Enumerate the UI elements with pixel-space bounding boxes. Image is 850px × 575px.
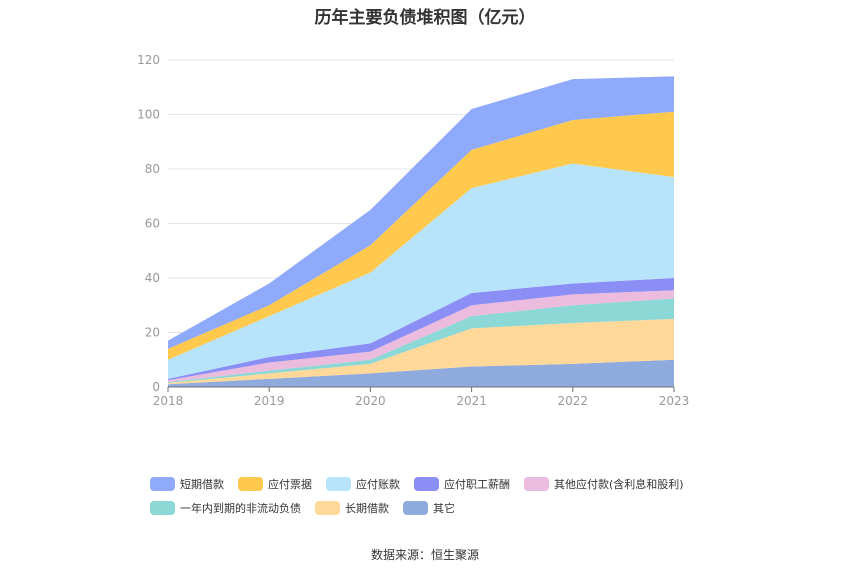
y-tick-label: 20 [145, 326, 160, 340]
legend-swatch [315, 501, 340, 515]
legend-item[interactable]: 应付账款 [326, 476, 400, 492]
area-series-应付票据 [168, 111, 674, 360]
legend-swatch [150, 501, 175, 515]
data-source-note: 数据来源：恒生聚源 [370, 548, 479, 562]
legend-item[interactable]: 其他应付款(含利息和股利) [524, 476, 684, 492]
y-tick-label: 40 [145, 271, 160, 285]
y-tick-label: 120 [137, 53, 160, 67]
legend-row: 短期借款 应付票据 应付账款 应付职工薪酬 其他应付款(含利息和股利) [150, 472, 730, 496]
x-tick-label: 2019 [254, 394, 285, 408]
legend-swatch [403, 501, 428, 515]
legend-label: 长期借款 [345, 502, 389, 515]
y-tick-label: 100 [137, 108, 160, 122]
area-series-应付账款 [168, 163, 674, 379]
y-tick-label: 60 [145, 217, 160, 231]
legend-item[interactable]: 其它 [403, 500, 455, 516]
axes: 0 20 40 60 80 100 120 2018 2019 2020 2021 2022 2023 [137, 53, 689, 408]
stacked-area-chart: 0 20 40 60 80 100 120 2018 2019 2020 2021 2022 2023 [137, 53, 689, 408]
legend-swatch [238, 477, 263, 491]
legend-item[interactable]: 长期借款 [315, 500, 389, 516]
legend-item[interactable]: 一年内到期的非流动负债 [150, 500, 301, 516]
legend-swatch [414, 477, 439, 491]
legend-swatch [150, 477, 175, 491]
area-series-其他应付款(含利息和股利) [168, 290, 674, 383]
area-series-一年内到期的非流动负债 [168, 298, 674, 383]
legend-label: 短期借款 [180, 478, 224, 491]
area-series [168, 76, 674, 387]
legend-item[interactable]: 短期借款 [150, 476, 224, 492]
legend-label: 应付职工薪酬 [444, 478, 510, 491]
chart-title: 历年主要负债堆积图（亿元） [314, 8, 536, 28]
area-series-其它 [168, 359, 674, 387]
x-tick-label: 2022 [558, 394, 589, 408]
area-series-短期借款 [168, 76, 674, 349]
legend-label: 应付账款 [356, 478, 400, 491]
y-tick-label: 80 [145, 162, 160, 176]
x-tick-label: 2018 [153, 394, 184, 408]
legend-label: 应付票据 [268, 478, 312, 491]
area-series-应付职工薪酬 [168, 278, 674, 381]
legend-label: 一年内到期的非流动负债 [180, 502, 301, 515]
legend-row: 一年内到期的非流动负债 长期借款 其它 [150, 496, 730, 520]
y-tick-label: 0 [152, 380, 160, 394]
x-tick-label: 2023 [659, 394, 690, 408]
legend-swatch [326, 477, 351, 491]
legend-label: 其他应付款(含利息和股利) [554, 478, 684, 491]
x-tick-label: 2021 [456, 394, 487, 408]
legend-item[interactable]: 应付票据 [238, 476, 312, 492]
legend-swatch [524, 477, 549, 491]
legend: 短期借款 应付票据 应付账款 应付职工薪酬 其他应付款(含利息和股利) 一年内到期的非流… [150, 472, 730, 520]
legend-item[interactable]: 应付职工薪酬 [414, 476, 510, 492]
legend-label: 其它 [433, 502, 455, 515]
area-series-长期借款 [168, 318, 674, 385]
x-tick-label: 2020 [355, 394, 386, 408]
